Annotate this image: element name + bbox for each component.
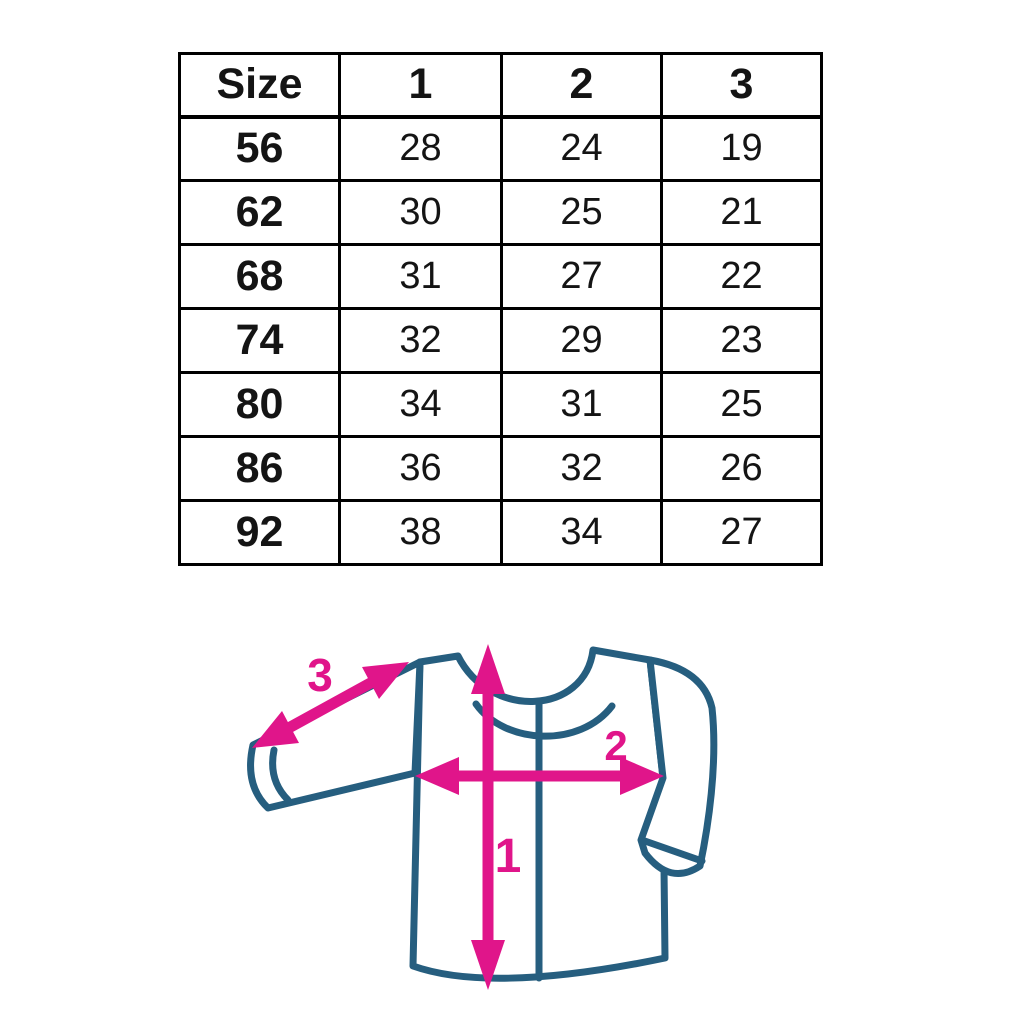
measure-value: 24: [500, 115, 663, 182]
arrow-up-right-icon: [362, 662, 409, 699]
measure-value: 21: [660, 179, 823, 246]
arrow-down-icon: [471, 940, 505, 990]
measure-value: 27: [500, 243, 663, 310]
measure-value: 32: [338, 307, 503, 374]
shirt-left-cuff-line: [269, 746, 292, 804]
size-column-header: Size: [178, 52, 341, 119]
measure-1-column-header: 1: [338, 52, 503, 119]
measure-value: 26: [660, 435, 823, 502]
measure-value: 28: [338, 115, 503, 182]
measure-value: 32: [500, 435, 663, 502]
size-value: 56: [178, 115, 341, 182]
size-value: 92: [178, 499, 341, 566]
table-row: 62 30 25 21: [178, 179, 823, 246]
size-value: 68: [178, 243, 341, 310]
width-label: 2: [604, 722, 627, 769]
table-row: 56 28 24 19: [178, 115, 823, 182]
size-value: 86: [178, 435, 341, 502]
table-row: 74 32 29 23: [178, 307, 823, 374]
shirt-outline-icon: [247, 646, 718, 982]
measure-value: 31: [500, 371, 663, 438]
size-table: Size 1 2 3 56 28 24 19 62 30 25 21 68 31: [178, 52, 823, 566]
table-row: 86 36 32 26: [178, 435, 823, 502]
size-value: 80: [178, 371, 341, 438]
arrow-down-left-icon: [252, 711, 299, 748]
shirt-right-cuff-line: [638, 836, 706, 865]
measure-value: 31: [338, 243, 503, 310]
measure-value: 29: [500, 307, 663, 374]
table-row: 80 34 31 25: [178, 371, 823, 438]
measure-value: 25: [500, 179, 663, 246]
measure-value: 34: [338, 371, 503, 438]
measure-value: 34: [500, 499, 663, 566]
arrow-up-icon: [471, 644, 505, 694]
measure-3-column-header: 3: [660, 52, 823, 119]
arrow-left-icon: [415, 757, 459, 795]
measure-value: 22: [660, 243, 823, 310]
shirt-right-sleeve: [637, 656, 718, 877]
sleeve-arrow-shaft: [282, 675, 379, 735]
sleeve-arrow: 3: [252, 649, 409, 748]
measure-value: 30: [338, 179, 503, 246]
table-row: 92 38 34 27: [178, 499, 823, 566]
measure-value: 25: [660, 371, 823, 438]
measure-value: 36: [338, 435, 503, 502]
table-row: 68 31 27 22: [178, 243, 823, 310]
length-label: 1: [495, 830, 522, 883]
measure-value: 19: [660, 115, 823, 182]
length-arrow: 1: [471, 644, 521, 990]
arrow-right-icon: [620, 757, 664, 795]
width-arrow: 2: [415, 722, 664, 795]
size-value: 74: [178, 307, 341, 374]
size-table-header-row: Size 1 2 3: [178, 52, 823, 119]
measure-value: 23: [660, 307, 823, 374]
measurement-diagram: 1 2 3: [247, 644, 718, 990]
sleeve-label: 3: [307, 649, 333, 701]
measure-value: 38: [338, 499, 503, 566]
measure-value: 27: [660, 499, 823, 566]
measure-2-column-header: 2: [500, 52, 663, 119]
size-value: 62: [178, 179, 341, 246]
